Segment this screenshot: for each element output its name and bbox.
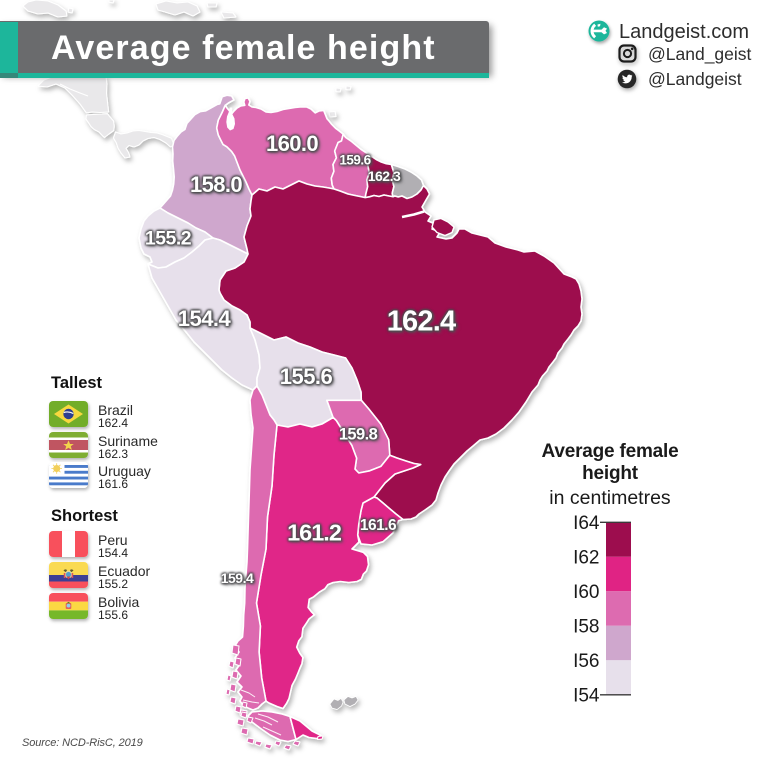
svg-text:I62: I62 — [573, 548, 599, 569]
svg-text:I60: I60 — [573, 582, 599, 603]
svg-text:I54: I54 — [573, 686, 600, 707]
svg-text:I64: I64 — [573, 513, 600, 534]
svg-text:I56: I56 — [573, 651, 599, 672]
svg-text:I58: I58 — [573, 617, 599, 638]
